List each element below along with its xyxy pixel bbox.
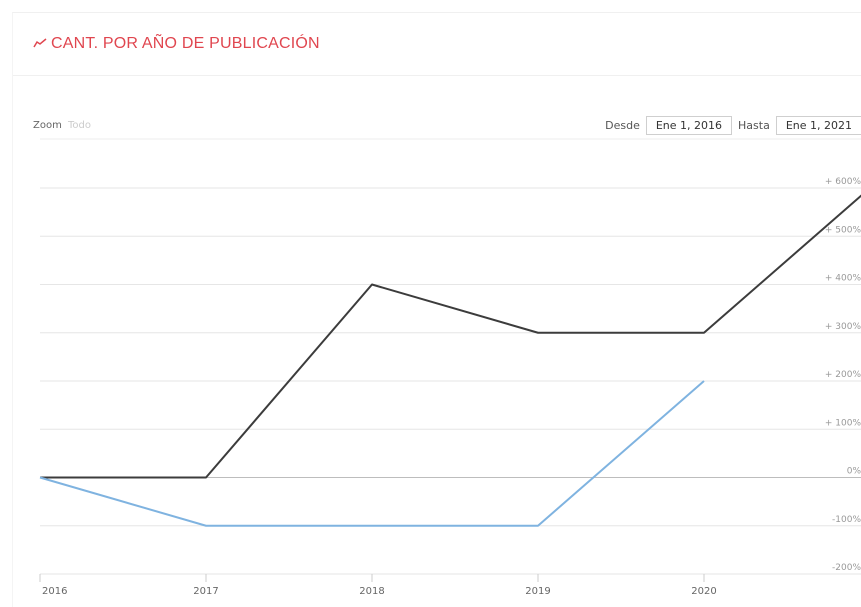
y-tick-label: + 300% (825, 322, 861, 332)
y-tick-label: -100% (832, 515, 861, 525)
trend-line-icon (33, 35, 47, 53)
y-tick-label: + 400% (825, 274, 861, 284)
zoom-all-button[interactable]: Todo (68, 120, 92, 131)
zoom-group: Zoom Todo (33, 120, 91, 131)
from-label: Desde (605, 119, 640, 132)
from-date-input[interactable]: Ene 1, 2016 (645, 116, 733, 135)
x-tick-label: 2017 (193, 586, 218, 597)
y-tick-label: 0% (847, 467, 861, 477)
x-tick-label: 2018 (359, 586, 384, 597)
series-line-1 (40, 194, 861, 479)
panel-title: CANT. POR AÑO DE PUBLICACIÓN (33, 35, 320, 53)
chart-controls: Zoom Todo Desde Ene 1, 2016 Hasta Ene 1,… (13, 75, 861, 139)
x-tick-label: 2019 (525, 586, 550, 597)
panel-header: CANT. POR AÑO DE PUBLICACIÓN (13, 13, 861, 76)
y-tick-label: + 600% (825, 177, 861, 187)
y-tick-label: + 100% (825, 418, 861, 428)
y-tick-label: + 200% (825, 370, 861, 380)
to-date-input[interactable]: Ene 1, 2021 (775, 116, 861, 135)
x-tick-label: 2020 (691, 586, 716, 597)
series-line-2 (39, 380, 705, 527)
chart-panel: CANT. POR AÑO DE PUBLICACIÓN Zoom Todo D… (12, 12, 861, 607)
x-tick-label: 2016 (42, 586, 67, 597)
zoom-label: Zoom (33, 120, 62, 131)
to-label: Hasta (738, 119, 770, 132)
y-tick-label: -200% (832, 563, 861, 573)
date-range: Desde Ene 1, 2016 Hasta Ene 1, 2021 (599, 116, 861, 135)
panel-title-text: CANT. POR AÑO DE PUBLICACIÓN (51, 35, 320, 52)
y-tick-label: + 500% (825, 225, 861, 235)
